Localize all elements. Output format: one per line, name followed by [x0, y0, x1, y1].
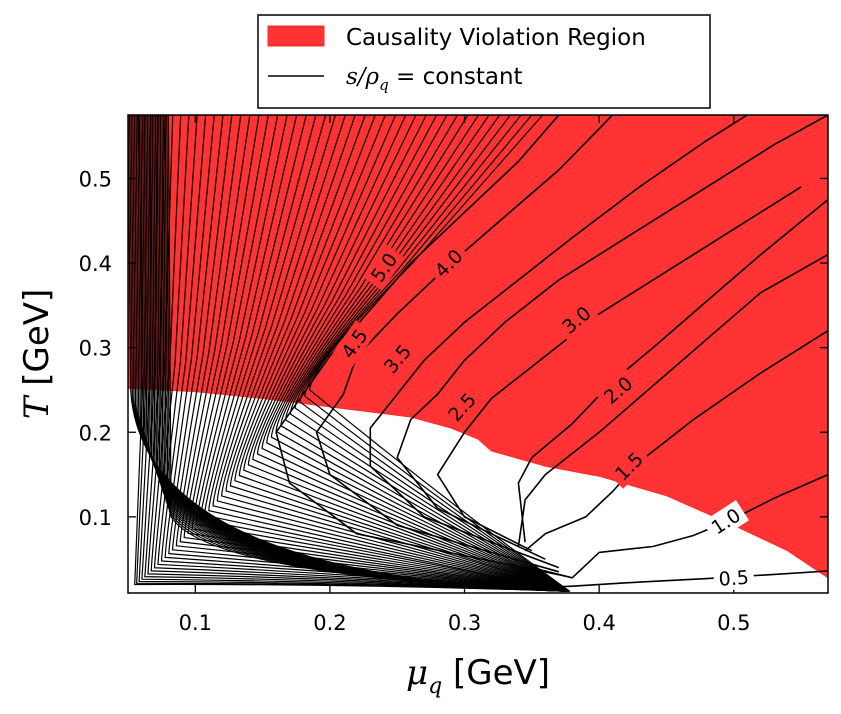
fan-contour-line: [289, 115, 570, 592]
dense-contour-fan: [128, 115, 570, 592]
contour-line-5.0: [275, 115, 566, 577]
fan-contour-line: [229, 115, 570, 592]
contour-label-background: [702, 500, 750, 543]
fan-contour-line: [304, 115, 570, 592]
x-axis-subscript: q: [428, 674, 442, 699]
y-axis-title: T [GeV]: [17, 289, 57, 420]
legend: Causality Violation Region s/ρq = consta…: [257, 14, 711, 109]
fan-contour-line: [247, 115, 570, 592]
plot-frame: [127, 114, 829, 594]
fan-contour-line: [280, 115, 570, 592]
fan-contour-line: [261, 115, 570, 592]
causality-violation-region: [128, 115, 828, 579]
fan-contour-line: [164, 115, 570, 592]
x-axis-symbol: μ: [406, 653, 428, 693]
fan-contour-line: [284, 115, 570, 592]
contour-label-background: [375, 335, 420, 382]
legend-label-causality: Causality Violation Region: [346, 25, 646, 51]
fan-contour-line: [256, 115, 570, 592]
fan-contour-line: [234, 115, 570, 592]
fan-contour-line: [216, 115, 570, 592]
contour-line-3.5: [396, 115, 828, 560]
fan-contour-line: [299, 115, 570, 592]
contour-label-background: [439, 383, 485, 430]
y-tick-label: 0.1: [79, 506, 112, 530]
legend-math-sub: q: [379, 76, 389, 94]
fan-contour-line: [225, 115, 570, 592]
legend-rest: = constant: [389, 64, 523, 90]
y-tick-label: 0.3: [79, 337, 112, 361]
y-tick-label: 0.4: [79, 252, 112, 276]
legend-patch-causality: [267, 25, 325, 47]
fan-contour-line: [175, 115, 570, 592]
x-tick-label: 0.4: [582, 611, 615, 635]
fan-contour-line: [212, 115, 570, 592]
y-axis-symbol: T: [17, 394, 57, 419]
x-tick-label: 0.1: [179, 611, 212, 635]
contour-line-0.5: [531, 570, 828, 589]
x-axis-unit: [GeV]: [453, 653, 550, 693]
contour-label-background: [712, 564, 755, 592]
contour-label-background: [594, 367, 642, 413]
contour-label-background: [332, 320, 376, 367]
x-tick-label: 0.3: [448, 611, 481, 635]
fan-contour-line: [275, 115, 570, 592]
fan-contour-line: [138, 115, 570, 592]
y-axis-unit: [GeV]: [17, 289, 57, 386]
fan-contour-line: [167, 115, 570, 592]
x-tick-label: 0.5: [717, 611, 750, 635]
fan-contour-line: [179, 115, 570, 592]
contour-label-background: [553, 297, 600, 342]
fan-contour-line: [141, 115, 570, 592]
fan-contour-line: [144, 115, 570, 592]
fan-contour-line: [221, 115, 570, 592]
legend-math: s/ρ: [346, 64, 380, 90]
fan-contour-line: [171, 115, 570, 592]
y-tick-label: 0.2: [79, 421, 112, 445]
fan-contour-line: [270, 115, 570, 592]
legend-box: [257, 14, 711, 109]
fan-contour-line: [238, 115, 570, 592]
y-tick-label: 0.5: [79, 167, 112, 191]
fan-contour-line: [208, 115, 570, 592]
fan-contour-line: [168, 115, 570, 592]
contour-label-background: [362, 244, 406, 291]
fan-contour-line: [252, 115, 570, 592]
legend-label-contour: s/ρq = constant: [346, 64, 523, 94]
contour-line-2.0: [517, 253, 828, 547]
fan-contour-line: [203, 115, 570, 592]
x-axis-title: μq [GeV]: [406, 653, 550, 699]
x-tick-label: 0.2: [313, 611, 346, 635]
contour-line-4.0: [369, 115, 748, 569]
contour-label-background: [606, 443, 652, 489]
fan-contour-line: [160, 115, 570, 592]
contour-label-background: [425, 240, 472, 286]
contour-label-0.5: 0.5: [718, 567, 750, 591]
contour-line-1.0: [531, 473, 828, 579]
contour-line-3.0: [436, 186, 802, 552]
